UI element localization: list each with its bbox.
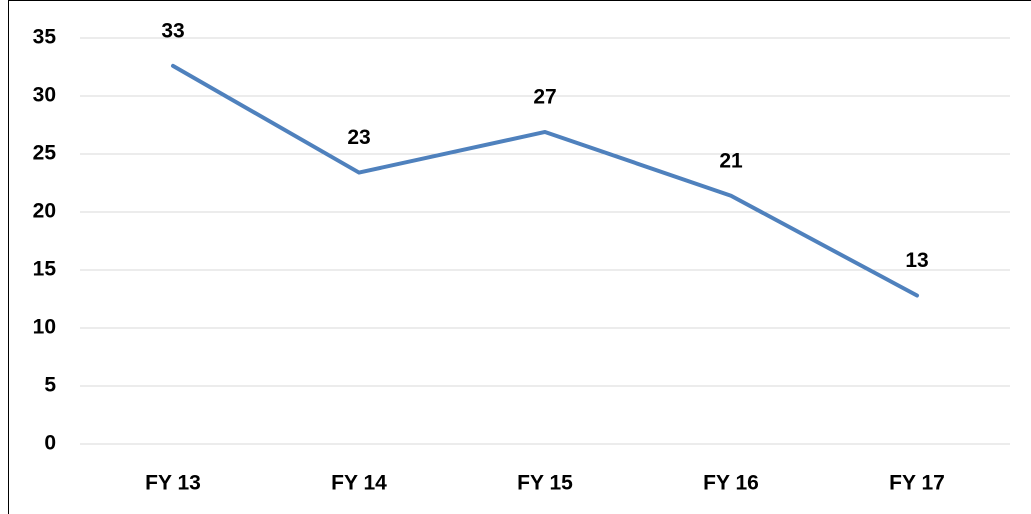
y-tick-label: 20 <box>33 200 56 223</box>
data-label: 23 <box>347 126 370 149</box>
data-label: 27 <box>533 86 556 109</box>
x-tick-label: FY 15 <box>517 472 573 495</box>
y-tick-label: 30 <box>33 84 56 107</box>
data-label: 33 <box>161 19 184 42</box>
x-tick-label: FY 17 <box>889 472 945 495</box>
y-tick-label: 5 <box>44 374 56 397</box>
data-label: 21 <box>719 149 743 172</box>
y-tick-label: 15 <box>33 258 57 281</box>
data-label: 13 <box>905 249 928 272</box>
chart-frame <box>8 0 1031 514</box>
x-tick-label: FY 16 <box>703 472 759 495</box>
x-tick-label: FY 14 <box>331 472 387 495</box>
y-tick-label: 0 <box>44 432 56 455</box>
y-tick-label: 35 <box>33 26 57 49</box>
line-series <box>171 63 919 298</box>
x-tick-label: FY 13 <box>145 472 201 495</box>
y-tick-label: 10 <box>33 316 56 339</box>
y-tick-label: 25 <box>33 142 57 165</box>
